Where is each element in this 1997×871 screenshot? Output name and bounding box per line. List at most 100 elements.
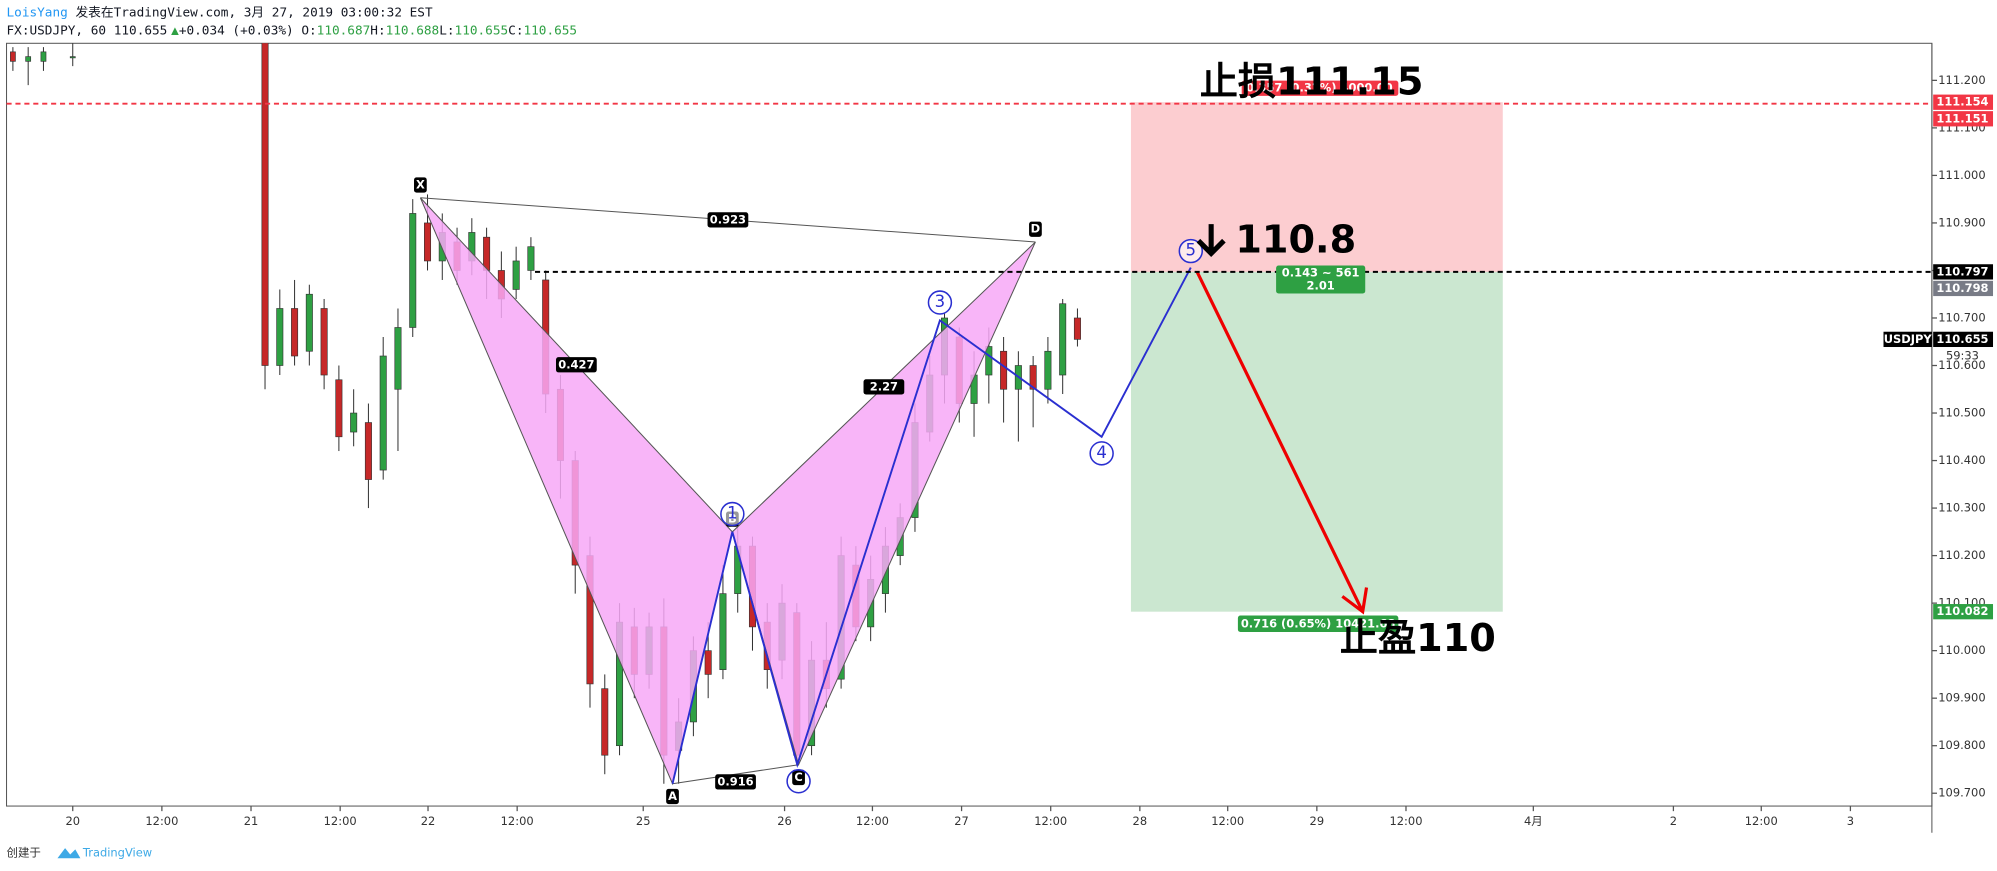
brand[interactable]: TradingView — [82, 846, 152, 860]
candle-body — [424, 222, 432, 262]
wave-label: 3 — [935, 292, 946, 311]
wave-circle — [720, 501, 745, 527]
candle-body — [10, 51, 16, 62]
candle-body — [350, 412, 358, 433]
price-badge-label: 110.655 — [1936, 332, 1988, 346]
y-tick-label: 110.000 — [1938, 643, 1985, 657]
ohlc-label: L: — [439, 23, 454, 38]
x-tick-label: 21 — [244, 814, 259, 828]
stop-label: 0.357 (0.32%) 4000.00 — [1246, 81, 1393, 95]
y-tick-label: 110.600 — [1938, 358, 1985, 372]
x-tick-label: 26 — [777, 814, 792, 828]
footer: 创建于 TradingView — [7, 846, 153, 860]
candle-body — [483, 236, 491, 271]
candle-body — [261, 43, 269, 366]
plot — [10, 43, 1503, 786]
wave-label: 1 — [727, 504, 738, 523]
x-tick-label: 12:00 — [501, 814, 534, 828]
ratio-label: 0.916 — [717, 774, 753, 788]
y-tick-label: 110.700 — [1938, 310, 1985, 324]
candle-body — [394, 327, 402, 390]
change: +0.034 (+0.03%) — [179, 23, 302, 38]
annotation: 110.8 — [1235, 218, 1356, 262]
stop-label-bg — [1241, 80, 1399, 96]
pattern-point-label: D — [1031, 222, 1041, 236]
header-line-1: LoisYang 发表在TradingView.com, 3月 27, 2019… — [7, 4, 433, 20]
author[interactable]: LoisYang — [7, 5, 68, 20]
y-tick-label: 110.200 — [1938, 548, 1985, 562]
ratio-bg — [715, 774, 756, 790]
price-badge-label: 111.151 — [1936, 111, 1988, 125]
y-tick-label: 110.400 — [1938, 453, 1985, 467]
pattern-point-bg — [666, 788, 679, 805]
price-badge-label: 110.798 — [1936, 281, 1988, 295]
pattern-point-bg — [414, 177, 427, 193]
price-badge — [1933, 280, 1994, 297]
ohlc-value: 110.655 — [524, 23, 578, 38]
wave-circle — [1089, 441, 1114, 466]
ohlc-value: 110.655 — [455, 23, 509, 38]
price-badge-label: 110.797 — [1936, 264, 1988, 278]
price-badge-label: 110.082 — [1936, 604, 1988, 618]
y-tick-label: 111.000 — [1938, 168, 1985, 182]
x-tick-label: 12:00 — [1211, 814, 1244, 828]
x-tick-label: 28 — [1133, 814, 1148, 828]
candle-body — [527, 246, 535, 271]
x-tick-label: 12:00 — [856, 814, 889, 828]
x-tick-label: 27 — [954, 814, 969, 828]
candle-body — [69, 56, 76, 59]
change-arrow: ▲ — [171, 23, 179, 38]
x-tick-label: 22 — [421, 814, 436, 828]
pattern-point-label: X — [416, 178, 425, 192]
ratio-label: 2.27 — [870, 379, 898, 393]
x-tick-label: 20 — [65, 814, 80, 828]
published: 发表在TradingView.com, 3月 27, 2019 03:00:32… — [68, 4, 433, 20]
annotation: 止损111.15 — [1200, 61, 1424, 105]
ratio-bg — [707, 212, 749, 228]
candle-body — [1029, 365, 1037, 390]
countdown: 59:33 — [1946, 348, 1979, 362]
y-tick-label: 109.900 — [1938, 691, 1985, 705]
wave-circle — [927, 290, 953, 315]
x-tick-label: 3 — [1847, 814, 1854, 828]
y-tick-label: 110.500 — [1938, 406, 1985, 420]
candle-body — [364, 422, 372, 480]
price-badge — [1933, 604, 1994, 620]
trade-arrow-head — [1341, 587, 1369, 615]
candle-body — [40, 51, 47, 62]
wave-label: 4 — [1096, 443, 1107, 462]
symbol-label: USDJPY — [1884, 332, 1933, 346]
x-tick-label: 2 — [1670, 814, 1677, 828]
ratio-label: 0.427 — [558, 357, 594, 371]
target-label-bg — [1237, 615, 1399, 633]
candle-body — [320, 308, 328, 376]
price-badge — [1933, 111, 1994, 127]
entry-ratio: 2.01 — [1307, 278, 1335, 292]
pattern-point-label: A — [668, 789, 677, 803]
trade-arrow — [1195, 271, 1365, 613]
price-badge — [1933, 94, 1994, 110]
candle-body — [25, 56, 32, 62]
candle-body — [291, 308, 299, 357]
candle-body — [512, 260, 520, 290]
x-tick-label: 12:00 — [1389, 814, 1422, 828]
annotation: 止盈110 — [1340, 617, 1496, 661]
y-tick-label: 110.300 — [1938, 501, 1985, 515]
x-tick-label: 25 — [636, 814, 651, 828]
ohlc-value: 110.687 — [317, 23, 371, 38]
x-tick-label: 29 — [1310, 814, 1325, 828]
candle-body — [601, 688, 609, 756]
y-tick-label: 111.200 — [1938, 73, 1985, 87]
candle-body — [985, 346, 993, 376]
entry-label-bg — [1276, 265, 1366, 294]
symbol-badge — [1883, 331, 1932, 348]
header-line-2: FX:USDJPY, 60 110.655 ▲+0.034 (+0.03%) O:… — [7, 23, 578, 38]
candle-body — [276, 308, 284, 366]
target-label: 0.716 (0.65%) 10421.68 — [1241, 616, 1396, 630]
candle-body — [305, 293, 313, 352]
entry-label: 0.143 ~ 561 — [1282, 266, 1360, 280]
ohlc-label: O: — [301, 23, 316, 38]
wave-line — [671, 267, 1192, 784]
candle-body — [335, 379, 343, 438]
